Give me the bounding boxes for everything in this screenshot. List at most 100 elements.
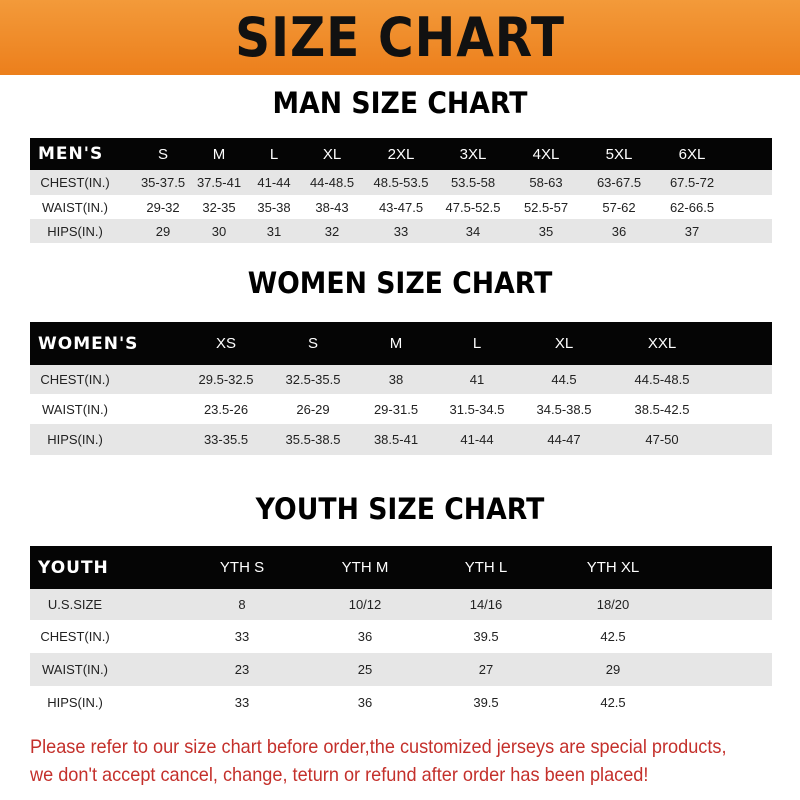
size-value: 38 bbox=[388, 372, 404, 387]
size-header: XL bbox=[322, 145, 342, 163]
page-title: SIZE CHART bbox=[235, 6, 565, 69]
size-value: 41-44 bbox=[460, 432, 494, 447]
size-value: 38.5-41 bbox=[373, 432, 419, 447]
table-row: U.S.SIZE 8 10/12 14/16 18/20 bbox=[30, 589, 772, 620]
size-header: L bbox=[269, 145, 279, 163]
size-value: 29-31.5 bbox=[373, 401, 419, 417]
size-header: YTH XL bbox=[586, 559, 640, 576]
size-value: 31.5-34.5 bbox=[449, 401, 505, 417]
men-heading: MAN SIZE CHART bbox=[272, 86, 528, 120]
size-value: 26-29 bbox=[296, 401, 330, 417]
size-value: 14/16 bbox=[469, 597, 503, 612]
header-row: MEN'S S M L XL 2XL 3XL 4XL 5XL 6XL bbox=[30, 138, 772, 170]
table-title-cell: MEN'S bbox=[38, 144, 104, 164]
size-value: 41 bbox=[469, 372, 485, 387]
table-row: HIPS(IN.) 33-35.5 35.5-38.5 38.5-41 41-44 44-… bbox=[30, 424, 772, 455]
size-value: 34.5-38.5 bbox=[536, 401, 592, 417]
women-size-table: WOMEN'S XS S M L XL XXL CHEST(IN.) 29.5-32.5 32.5… bbox=[30, 322, 772, 455]
size-header: 6XL bbox=[678, 145, 706, 163]
size-value: 29-32 bbox=[146, 199, 180, 215]
size-value: 30 bbox=[211, 223, 227, 239]
size-value: 29 bbox=[155, 223, 171, 239]
size-value: 42.5 bbox=[600, 629, 626, 644]
size-value: 58-63 bbox=[529, 175, 563, 190]
size-value: 44.5 bbox=[551, 372, 577, 387]
size-value: 47.5-52.5 bbox=[445, 199, 501, 215]
order-notice: Please refer to our size chart before or… bbox=[30, 733, 737, 789]
size-value: 37 bbox=[684, 223, 700, 239]
table-row: WAIST(IN.) 23.5-26 26-29 29-31.5 31.5-34.5 34… bbox=[30, 394, 772, 424]
size-value: 63-67.5 bbox=[596, 175, 642, 190]
measure-label: WAIST(IN.) bbox=[42, 199, 108, 215]
size-value: 62-66.5 bbox=[669, 199, 715, 215]
size-header: XS bbox=[215, 335, 237, 352]
size-header: XXL bbox=[647, 335, 677, 352]
measure-label: HIPS(IN.) bbox=[47, 432, 103, 447]
measure-label: WAIST(IN.) bbox=[42, 401, 108, 417]
size-value: 43-47.5 bbox=[378, 199, 424, 215]
header-row: YOUTH YTH S YTH M YTH L YTH XL bbox=[30, 546, 772, 589]
table-row: WAIST(IN.) 23 25 27 29 bbox=[30, 653, 772, 686]
measure-label: HIPS(IN.) bbox=[47, 223, 103, 239]
size-value: 36 bbox=[611, 223, 627, 239]
size-header: XL bbox=[554, 335, 574, 352]
size-header: S bbox=[307, 335, 319, 352]
men-size-table: MEN'S S M L XL 2XL 3XL 4XL 5XL 6XL CHEST(IN.) 35-37… bbox=[30, 138, 772, 243]
size-header: S bbox=[157, 145, 169, 163]
size-header: L bbox=[472, 335, 482, 352]
size-value: 44-47 bbox=[547, 432, 581, 447]
size-value: 25 bbox=[357, 662, 373, 677]
measure-label: CHEST(IN.) bbox=[40, 372, 110, 387]
size-value: 37.5-41 bbox=[196, 175, 242, 190]
measure-label: CHEST(IN.) bbox=[40, 629, 110, 644]
size-header: M bbox=[389, 335, 403, 352]
size-value: 35-38 bbox=[257, 199, 291, 215]
size-value: 23.5-26 bbox=[203, 401, 249, 417]
size-header: 3XL bbox=[459, 145, 487, 163]
size-value: 36 bbox=[357, 694, 373, 710]
size-value: 18/20 bbox=[596, 597, 630, 612]
size-header: M bbox=[212, 145, 226, 163]
youth-heading: YOUTH SIZE CHART bbox=[255, 492, 545, 526]
table-row: CHEST(IN.) 29.5-32.5 32.5-35.5 38 41 44.5 44.5… bbox=[30, 365, 772, 394]
size-value: 33 bbox=[234, 629, 250, 644]
size-value: 33 bbox=[393, 223, 409, 239]
size-value: 44-48.5 bbox=[309, 175, 355, 190]
measure-label: WAIST(IN.) bbox=[42, 662, 108, 677]
size-value: 36 bbox=[357, 629, 373, 644]
size-header: 4XL bbox=[532, 145, 560, 163]
size-value: 32.5-35.5 bbox=[285, 372, 341, 387]
measure-label: HIPS(IN.) bbox=[47, 694, 103, 710]
table-title-cell: YOUTH bbox=[38, 557, 109, 578]
size-value: 52.5-57 bbox=[523, 199, 569, 215]
table-row: WAIST(IN.) 29-32 32-35 35-38 38-43 43-47.5 47.… bbox=[30, 195, 772, 219]
table-title-cell: WOMEN'S bbox=[38, 333, 139, 354]
size-value: 10/12 bbox=[348, 597, 382, 612]
size-value: 41-44 bbox=[257, 175, 291, 190]
measure-label: CHEST(IN.) bbox=[40, 175, 110, 190]
size-value: 38.5-42.5 bbox=[634, 401, 690, 417]
size-header: YTH L bbox=[464, 559, 508, 576]
size-value: 35 bbox=[538, 223, 554, 239]
size-value: 48.5-53.5 bbox=[373, 175, 429, 190]
size-value: 34 bbox=[465, 223, 481, 239]
size-value: 35.5-38.5 bbox=[285, 432, 341, 447]
size-value: 35-37.5 bbox=[140, 175, 186, 190]
table-row: HIPS(IN.) 29 30 31 32 33 34 35 36 37 bbox=[30, 219, 772, 243]
notice-line-1: Please refer to our size chart before or… bbox=[30, 736, 727, 758]
size-value: 29 bbox=[605, 662, 621, 677]
title-banner: SIZE CHART bbox=[0, 0, 800, 75]
size-value: 32 bbox=[324, 223, 340, 239]
size-value: 53.5-58 bbox=[450, 175, 496, 190]
size-header: YTH S bbox=[219, 559, 265, 576]
size-value: 42.5 bbox=[600, 694, 626, 710]
size-value: 39.5 bbox=[473, 629, 499, 644]
notice-line-2: we don't accept cancel, change, teturn o… bbox=[30, 764, 649, 786]
size-value: 47-50 bbox=[645, 432, 679, 447]
size-header: YTH M bbox=[341, 559, 389, 576]
size-value: 23 bbox=[234, 662, 250, 677]
table-row: HIPS(IN.) 33 36 39.5 42.5 bbox=[30, 686, 772, 718]
size-value: 27 bbox=[478, 662, 494, 677]
size-value: 39.5 bbox=[473, 694, 499, 710]
size-value: 31 bbox=[266, 223, 282, 239]
